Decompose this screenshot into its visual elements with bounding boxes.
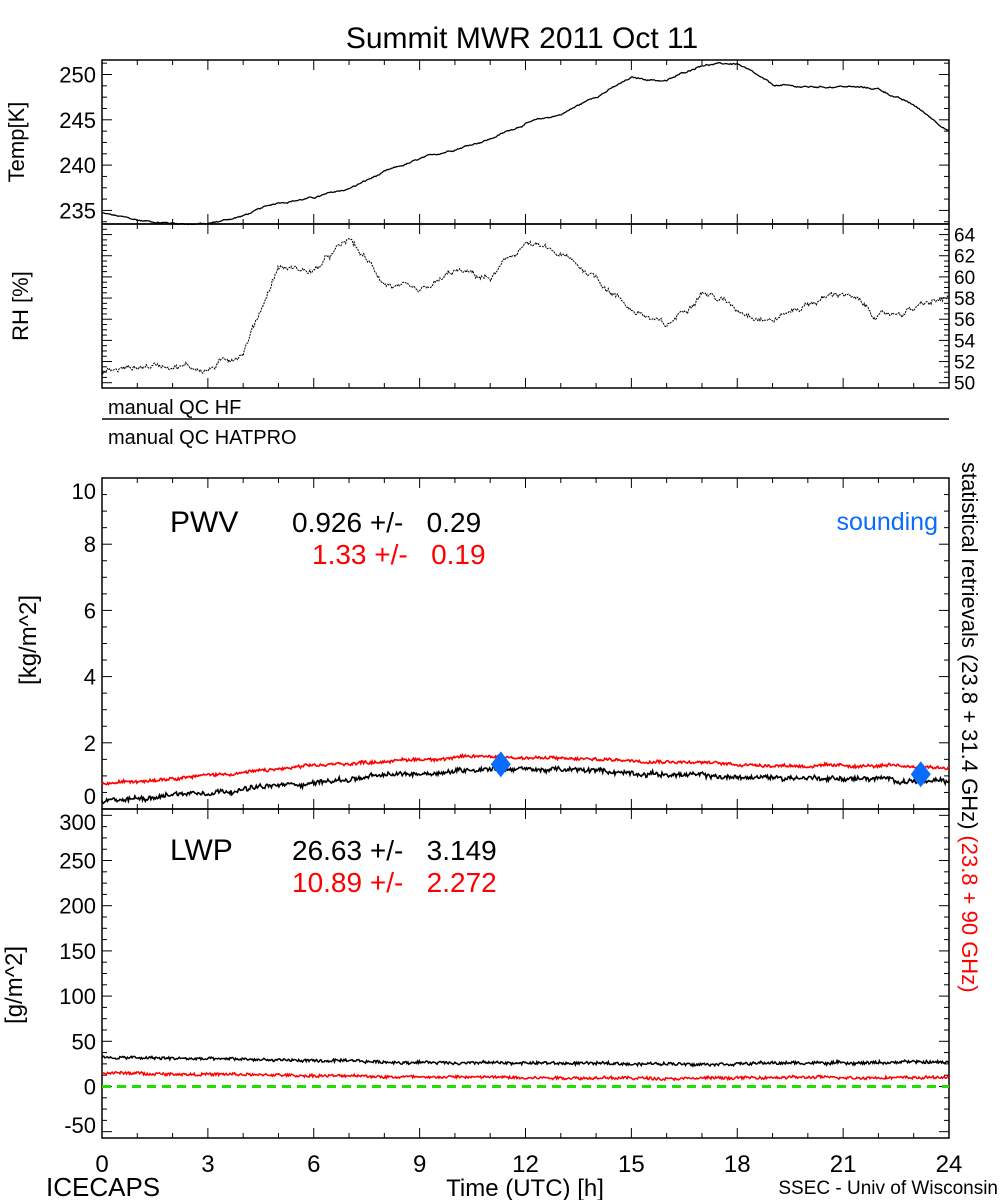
lwp-black-stats: 26.63 +/- 3.149: [292, 835, 497, 866]
sounding-marker: [910, 761, 931, 788]
sounding-marker: [490, 751, 511, 778]
rh-ytick-label: 60: [954, 268, 975, 289]
pwv-red-stats: 1.33 +/- 0.19: [312, 539, 486, 570]
temp-ytick-label: 245: [59, 108, 96, 133]
lwp-ytick-label: 0: [84, 1074, 96, 1099]
xaxis-label: Time (UTC) [h]: [446, 1175, 604, 1200]
x-tick-label: 0: [95, 1151, 108, 1178]
temp-ytick-label: 240: [59, 153, 96, 178]
right-label-red: (23.8 + 90 GHz): [957, 835, 982, 992]
pwv-panel: 0 2 4 6 8 10 [kg/m^2] PWV 0.926 +/- 0.29 1.33…: [15, 477, 950, 810]
lwp-label: LWP: [170, 834, 233, 867]
pwv-ytick-label: 4: [84, 665, 96, 690]
lwp-series-23.8-90: [101, 1070, 949, 1082]
rh-ytick-label: 64: [954, 226, 976, 247]
x-tick-label: 6: [307, 1151, 320, 1178]
temp-ytick-label: 250: [59, 62, 96, 87]
pwv-ytick-label: 6: [84, 598, 96, 623]
temp-series-line: [101, 61, 950, 226]
rh-ytick-label: 58: [954, 289, 975, 310]
lwp-panel: -50 0 50 100 150 200 250 300 [g/m^2] LWP 26.63 …: [1, 808, 950, 1139]
rh-ytick-label: 62: [954, 247, 975, 268]
rh-ytick-label: 52: [954, 353, 975, 374]
pwv-ytick-label: 8: [84, 532, 96, 557]
rh-ytick-label: 56: [954, 310, 975, 331]
temp-axes: [101, 59, 950, 225]
x-tick-label: 24: [936, 1151, 963, 1178]
pwv-ylabel: [kg/m^2]: [15, 595, 42, 685]
lwp-ytick-label: -50: [64, 1113, 96, 1138]
lwp-ytick-label: 200: [59, 894, 96, 919]
lwp-ylabel: [g/m^2]: [1, 946, 28, 1024]
x-tick-label: 18: [724, 1151, 751, 1178]
pwv-ytick-label: 10: [72, 479, 96, 504]
rh-ytick-label: 50: [954, 374, 975, 395]
pwv-ytick-label: 2: [84, 731, 96, 756]
lwp-series-23.8-31.4: [101, 1055, 950, 1068]
lwp-ytick-label: 50: [72, 1029, 96, 1054]
rh-ytick-label: 54: [954, 331, 976, 352]
x-tick-label: 9: [413, 1151, 426, 1178]
right-label-black: statistical retrievals (23.8 + 31.4 GHz): [957, 462, 982, 829]
lwp-ytick-label: 150: [59, 939, 96, 964]
pwv-label: PWV: [170, 506, 238, 539]
lwp-red-stats: 10.89 +/- 2.272: [292, 867, 497, 898]
pwv-black-stats: 0.926 +/- 0.29: [292, 507, 481, 538]
footer-left: ICECAPS: [46, 1172, 160, 1200]
pwv-series-23.8-31.4: [101, 764, 950, 805]
sounding-legend: sounding: [837, 508, 938, 536]
temp-ytick-label: 235: [59, 198, 96, 223]
lwp-ytick-label: 300: [59, 810, 96, 835]
qc-hatpro-label: manual QC HATPRO: [108, 427, 297, 449]
pwv-ytick-label: 0: [84, 784, 96, 809]
x-tick-label: 3: [201, 1151, 214, 1178]
lwp-ytick-label: 250: [59, 849, 96, 874]
x-tick-label: 15: [618, 1151, 645, 1178]
x-tick-label: 12: [512, 1151, 539, 1178]
qc-hf-label: manual QC HF: [108, 397, 241, 419]
temp-ylabel: Temp[K]: [4, 102, 29, 183]
temp-panel: 235 240 245 250 Temp[K]: [4, 59, 950, 226]
footer-right: SSEC - Univ of Wisconsin: [778, 1178, 998, 1199]
rh-axes: [101, 223, 950, 389]
lwp-ytick-label: 100: [59, 984, 96, 1009]
x-tick-label: 21: [830, 1151, 857, 1178]
rh-ylabel: RH [%]: [8, 271, 33, 341]
chart-title: Summit MWR 2011 Oct 11: [346, 22, 698, 55]
pwv-series-23.8-90: [101, 752, 950, 786]
rh-series-line: [101, 238, 950, 376]
